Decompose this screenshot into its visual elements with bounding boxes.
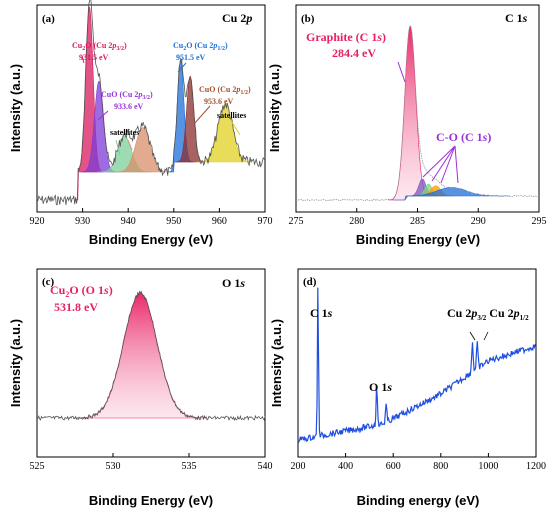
peak-fit bbox=[113, 127, 172, 173]
panel-d-arrows bbox=[469, 331, 489, 341]
panel-d-spectrum bbox=[297, 287, 537, 443]
panel-c: 525 530 535 540 (c) O 1s Binding Energy (eV… bbox=[8, 268, 273, 508]
panel-c-label: (c) bbox=[42, 276, 55, 288]
xtick-label: 200 bbox=[291, 461, 306, 472]
panel-b-xticks: 275 280 285 290 295 bbox=[289, 208, 547, 227]
xtick-label: 530 bbox=[106, 461, 121, 472]
xtick-label: 275 bbox=[289, 216, 304, 227]
xtick-label: 290 bbox=[471, 216, 486, 227]
panel-a-spectrum bbox=[36, 0, 266, 206]
xtick-label: 540 bbox=[258, 461, 273, 472]
xtick-label: 930 bbox=[75, 216, 90, 227]
panel-b-arrows bbox=[397, 61, 459, 184]
xtick-label: 940 bbox=[121, 216, 136, 227]
panel-c-xlabel: Binding Energy (eV) bbox=[89, 493, 213, 508]
panel-b-peaks bbox=[388, 25, 510, 201]
annot-cu2o-2p12-value: 951.5 eV bbox=[176, 53, 206, 62]
xtick-label: 525 bbox=[30, 461, 45, 472]
panel-d: 200 400 600 800 1000 1200 (d) Binding energy … bbox=[269, 268, 546, 508]
panel-b-xlabel: Binding Energy (eV) bbox=[356, 232, 480, 247]
xtick-label: 920 bbox=[30, 216, 45, 227]
annot-cuo-2p12: CuO (Cu 2p1/2) bbox=[199, 85, 251, 96]
panel-b-label: (b) bbox=[301, 13, 315, 25]
annot-satellites-1: satellites bbox=[110, 128, 139, 137]
panel-c-frame bbox=[36, 268, 266, 458]
panel-d-xlabel: Binding energy (eV) bbox=[357, 493, 480, 508]
annot-c-o: C-O (C 1s) bbox=[436, 130, 491, 144]
annot-cu2o-o1s: Cu2O (O 1s) bbox=[50, 283, 113, 299]
panel-d-frame bbox=[297, 268, 537, 458]
panel-b: 275 280 285 290 295 (b) C 1s Binding Energy … bbox=[267, 4, 547, 247]
xtick-label: 535 bbox=[182, 461, 197, 472]
annot-cuo-2p12-value: 953.6 eV bbox=[204, 97, 234, 106]
xtick-label: 600 bbox=[386, 461, 401, 472]
annot-cu2o-2p32: Cu2O (Cu 2p3/2) bbox=[72, 41, 127, 52]
panel-b-title: C 1s bbox=[505, 11, 528, 25]
panel-a: 920 930 940 950 960 970 (a) Cu 2p Binding Ene… bbox=[8, 0, 273, 247]
panel-d-ylabel: Intensity (a.u.) bbox=[269, 319, 284, 407]
panel-c-title: O 1s bbox=[222, 276, 245, 290]
annot-cu2p: Cu 2p3/2 Cu 2p1/2 bbox=[447, 306, 529, 322]
panel-c-xticks: 525 530 535 540 bbox=[30, 453, 273, 472]
xtick-label: 1000 bbox=[478, 461, 498, 472]
annot-cu2o-2p12: Cu2O (Cu 2p1/2) bbox=[173, 41, 228, 52]
panel-a-title: Cu 2p bbox=[222, 11, 252, 25]
panel-a-label: (a) bbox=[42, 13, 55, 25]
panel-d-label: (d) bbox=[303, 276, 317, 288]
annot-cuo-2p32: CuO (Cu 2p3/2) bbox=[101, 90, 153, 101]
annot-cu2o-2p32-value: 931.5 eV bbox=[79, 53, 109, 62]
xtick-label: 1200 bbox=[526, 461, 546, 472]
panel-b-ylabel: Intensity (a.u.) bbox=[267, 64, 282, 152]
annot-graphite-value: 284.4 eV bbox=[332, 46, 376, 60]
panel-d-xticks: 200 400 600 800 1000 1200 bbox=[291, 453, 546, 472]
panel-b-spectrum bbox=[295, 25, 540, 202]
xtick-label: 950 bbox=[166, 216, 181, 227]
annot-cuo-2p32-value: 933.6 eV bbox=[114, 102, 144, 111]
annot-c1s: C 1s bbox=[310, 306, 333, 320]
xtick-label: 800 bbox=[433, 461, 448, 472]
annot-o1s: O 1s bbox=[369, 380, 392, 394]
panel-c-ylabel: Intensity (a.u.) bbox=[8, 319, 23, 407]
panel-a-xticks: 920 930 940 950 960 970 bbox=[30, 208, 273, 227]
annot-graphite: Graphite (C 1s) bbox=[306, 30, 386, 44]
xtick-label: 280 bbox=[349, 216, 364, 227]
xtick-label: 970 bbox=[258, 216, 273, 227]
xtick-label: 960 bbox=[212, 216, 227, 227]
peak-fit bbox=[393, 187, 510, 201]
annot-cu2o-o1s-value: 531.8 eV bbox=[54, 300, 98, 314]
panel-a-xlabel: Binding Energy (eV) bbox=[89, 232, 213, 247]
xtick-label: 400 bbox=[338, 461, 353, 472]
panel-a-frame bbox=[36, 4, 266, 213]
xtick-label: 285 bbox=[410, 216, 425, 227]
panel-a-ylabel: Intensity (a.u.) bbox=[8, 64, 23, 152]
xtick-label: 295 bbox=[532, 216, 547, 227]
panel-c-spectrum bbox=[36, 290, 266, 422]
annot-satellites-2: satellites bbox=[217, 111, 246, 120]
panel-a-arrows bbox=[81, 55, 241, 156]
